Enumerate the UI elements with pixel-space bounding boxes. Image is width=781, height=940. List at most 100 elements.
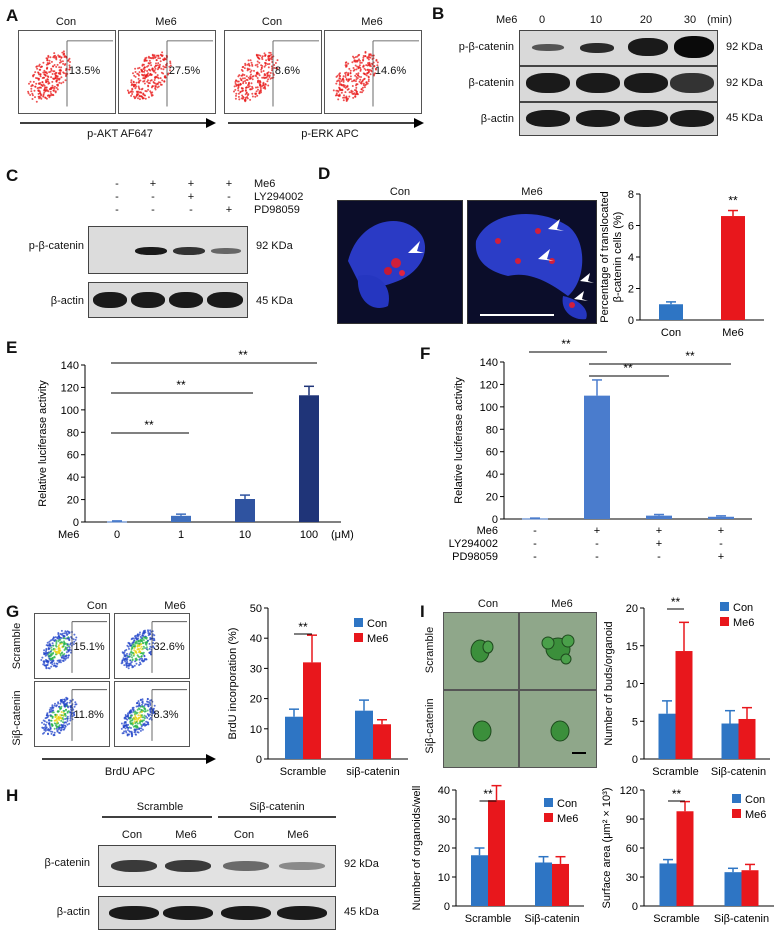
significance-marker: **	[685, 349, 695, 363]
f-sign-2-2: -	[595, 538, 599, 550]
bar-me6-1	[675, 651, 693, 759]
f-condition-name-2: LY294002	[449, 538, 498, 550]
bar-me6-2	[552, 863, 569, 906]
f-sign-1-4: +	[718, 525, 724, 537]
f-condition-name-1: Me6	[477, 525, 498, 537]
legend-label-me6: Me6	[745, 809, 766, 821]
y-tick-label: 60	[67, 450, 79, 462]
i-image-si-con	[443, 690, 519, 768]
flow-plot-a-1-percentage: 13.5%	[68, 65, 101, 78]
y-tick-label: 140	[480, 357, 498, 369]
flow-plot-a-4-percentage: 14.6%	[374, 65, 407, 78]
h-lane-2: Me6	[175, 829, 197, 841]
x-tick-label-1: Scramble	[653, 913, 699, 925]
c-sign-2-3: +	[187, 191, 195, 203]
y-tick-label: 80	[486, 424, 498, 436]
bar-me6-2	[373, 724, 391, 759]
b-blot-beta-catenin	[519, 66, 718, 102]
f-sign-2-4: -	[719, 538, 723, 550]
b-blot-p-beta-catenin	[519, 30, 718, 66]
c-blot-p-beta-catenin	[88, 226, 248, 274]
f-sign-1-3: +	[656, 525, 662, 537]
y-tick-label: 8	[628, 189, 634, 201]
bar-con-2	[535, 862, 552, 906]
f-sign-3-3: -	[657, 551, 661, 563]
significance-marker: **	[623, 361, 633, 375]
legend-label-me6: Me6	[367, 633, 388, 645]
flow-plot-a-3-percentage: 8.6%	[274, 65, 300, 78]
bar-me6-2	[741, 870, 759, 906]
h-group-si: Siβ-catenin	[249, 801, 305, 813]
f-sign-3-4: +	[718, 551, 724, 563]
y-tick-label: 10	[626, 679, 638, 691]
x-prefix-label: Me6	[58, 529, 79, 541]
panel-label-a: A	[6, 6, 19, 25]
panel-label-d: D	[318, 164, 331, 183]
bar-me6-1	[488, 800, 505, 906]
legend-label-con: Con	[745, 794, 765, 806]
flow-plot-a-2: 27.5%	[118, 30, 216, 114]
h-row-label-1: β-catenin	[44, 857, 90, 869]
x-tick-label-2: 1	[178, 529, 184, 541]
h-lane-1: Con	[121, 829, 143, 841]
x-tick-label-1: Scramble	[280, 766, 326, 778]
g-col-title-me6: Me6	[164, 600, 186, 612]
y-tick-label: 40	[438, 785, 450, 797]
f-sign-3-1: -	[533, 551, 537, 563]
g-axis-label: BrdU APC	[104, 766, 156, 778]
flow-plot-a-3-title: Con	[261, 16, 283, 28]
i-image-scramble-me6	[519, 612, 597, 690]
y-tick-label: 30	[626, 872, 638, 884]
flow-plot-a-1: 13.5%	[18, 30, 116, 114]
d-micrograph-con	[337, 200, 463, 324]
flow-plot-g-3: 11.8%	[34, 681, 110, 747]
legend-swatch-con	[544, 798, 553, 807]
legend-swatch-con	[732, 794, 741, 803]
f-sign-3-2: -	[595, 551, 599, 563]
flow-plot-g-1: 15.1%	[34, 613, 110, 679]
bar-3	[235, 499, 255, 522]
d-micrograph-me6	[467, 200, 597, 324]
bar-1	[659, 304, 683, 320]
legend-swatch-con	[720, 602, 729, 611]
f-sign-1-2: +	[594, 525, 600, 537]
y-tick-label: 0	[256, 754, 262, 766]
y-tick-label: 120	[61, 382, 79, 394]
flow-plot-a-3: 8.6%	[224, 30, 322, 114]
y-tick-label: 15	[626, 641, 638, 653]
y-tick-label: 40	[486, 469, 498, 481]
legend-swatch-me6	[544, 813, 553, 822]
g-col-title-con: Con	[86, 600, 108, 612]
x-tick-label-2: siβ-catenin	[346, 766, 399, 778]
bar-con-2	[355, 710, 373, 759]
y-tick-label: 50	[250, 603, 262, 615]
axis-label-erk: p-ERK APC	[301, 128, 359, 140]
h-blot-beta-actin	[98, 896, 336, 930]
axis-arrow-brdu	[42, 754, 216, 764]
c-sign-3-1: -	[115, 204, 119, 216]
y-tick-label: 40	[250, 633, 262, 645]
flow-plot-g-4-percentage: 8.3%	[153, 708, 179, 721]
significance-marker: **	[672, 787, 682, 801]
significance-marker: **	[728, 194, 738, 208]
c-sign-3-4: +	[225, 204, 233, 216]
flow-plot-g-1-percentage: 15.1%	[73, 640, 105, 653]
c-sign-1-1: -	[115, 178, 119, 190]
y-tick-label: 80	[67, 427, 79, 439]
g-row-title-scramble: Scramble	[11, 622, 23, 670]
legend-label-con: Con	[733, 602, 753, 614]
c-condition-name-1: Me6	[254, 178, 276, 190]
chart-i-organoids: 0 10 20 30 40 Number of organoids/well Scrambl…	[411, 784, 584, 925]
panel-label-f: F	[420, 344, 431, 363]
y-tick-label: 30	[438, 814, 450, 826]
bar-4	[708, 516, 734, 519]
bar-con-1	[659, 863, 677, 906]
y-tick-label: 6	[628, 221, 634, 233]
y-tick-label: 20	[67, 495, 79, 507]
b-size-1: 92 KDa	[726, 41, 763, 53]
chart-f: 0 20 40 60 80 100 120 140 Relative luciferase ac…	[449, 337, 752, 563]
bar-4	[299, 395, 319, 522]
y-tick-label: 0	[628, 315, 634, 327]
y-tick-label: 0	[444, 901, 450, 913]
bar-2	[171, 515, 191, 522]
